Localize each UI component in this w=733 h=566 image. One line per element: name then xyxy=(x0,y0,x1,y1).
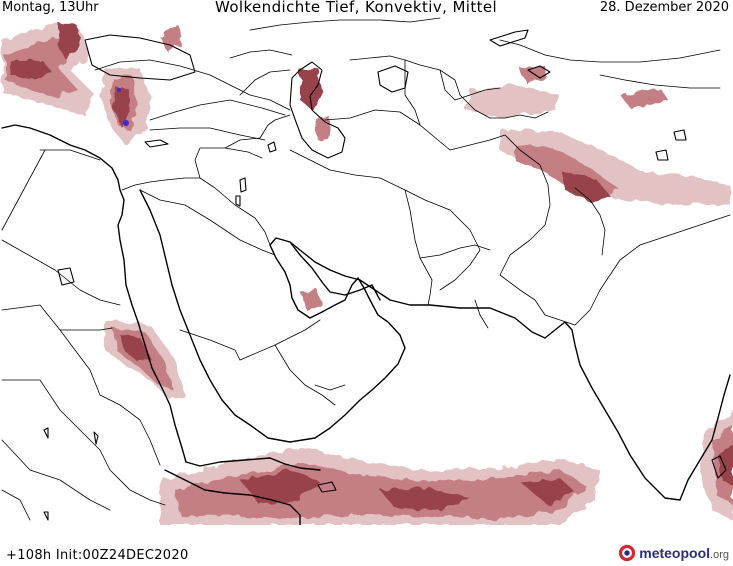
convective-marker xyxy=(123,120,129,126)
forecast-date: 28. Dezember 2020 xyxy=(599,0,729,15)
cloud-area-levant xyxy=(100,68,150,145)
meteopool-logo-text: meteopool.org xyxy=(639,545,729,561)
meteopool-logo-icon xyxy=(619,544,636,562)
cloud-area-gulf xyxy=(300,290,322,310)
cloud-area-central-asia xyxy=(465,66,668,118)
cloud-area-bay-of-bengal xyxy=(700,410,733,520)
cloud-area-equatorial xyxy=(160,448,600,525)
convective-marker xyxy=(117,88,121,92)
cloud-cover-layer xyxy=(2,22,733,525)
forecast-day-time: Montag, 13Uhr xyxy=(2,0,99,15)
brand-tld: .org xyxy=(710,549,729,561)
cloud-density-map xyxy=(1,17,733,525)
convective-markers xyxy=(117,88,129,126)
brand-main: meteopool xyxy=(639,545,711,561)
map-title: Wolkendichte Tief, Konvektiv, Mittel xyxy=(215,0,498,16)
model-run-info: +108h Init:00Z24DEC2020 xyxy=(6,548,189,563)
geo-lines xyxy=(1,17,731,525)
cloud-area-himalaya xyxy=(500,130,730,205)
cloud-area-caucasus xyxy=(158,25,330,140)
footer-bar: +108h Init:00Z24DEC2020 meteopool.org xyxy=(0,526,733,566)
cloud-area-red-sea xyxy=(105,320,185,400)
cloud-area-turkey xyxy=(2,22,95,115)
meteopool-logo-link[interactable]: meteopool.org xyxy=(618,544,729,562)
